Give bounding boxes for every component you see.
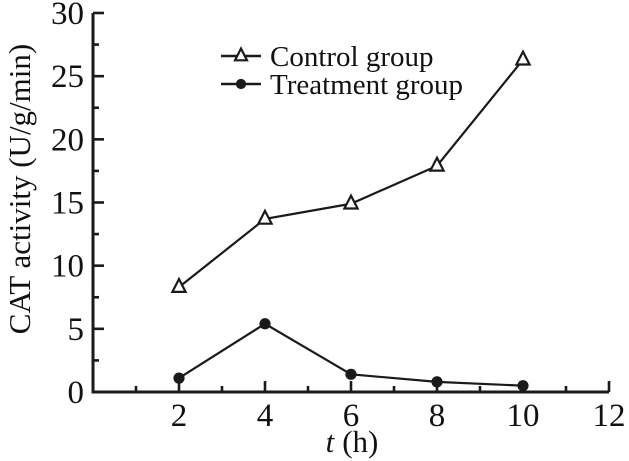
x-tick-label: 6 (343, 398, 360, 434)
series-group (170, 49, 532, 392)
data-point-control-group (256, 208, 274, 225)
x-tick-label: 2 (171, 398, 188, 434)
x-tick-label: 12 (593, 398, 626, 434)
data-point-treatment-group (517, 380, 529, 392)
x-tick-label: 8 (429, 398, 446, 434)
x-tick-label: 4 (257, 398, 274, 434)
y-tick-label: 15 (51, 186, 84, 222)
data-point-control-group (342, 193, 360, 210)
data-point-control-group (428, 155, 446, 172)
y-axis-title: CAT activity (U/g/min) (2, 44, 37, 334)
y-tick-label: 10 (51, 249, 84, 285)
x-axis-title: t (h) (326, 424, 379, 459)
x-axis-unit: (h) (342, 424, 378, 459)
x-tick-label: 10 (507, 398, 540, 434)
y-tick-label: 20 (51, 122, 84, 158)
data-point-treatment-group (173, 372, 185, 384)
legend-item-control-group: Control group (221, 41, 434, 73)
x-axis-variable: t (326, 424, 336, 459)
legend-marker-control-group (233, 46, 249, 62)
data-point-treatment-group (345, 368, 357, 380)
legend-label-treatment-group: Treatment group (270, 69, 463, 101)
y-tick-label: 30 (51, 0, 84, 32)
data-point-control-group (170, 276, 188, 293)
y-tick-label: 25 (51, 59, 84, 95)
data-point-treatment-group (431, 376, 443, 388)
y-tick-label: 5 (68, 312, 85, 348)
data-point-control-group (514, 49, 532, 66)
data-point-treatment-group (259, 318, 271, 330)
y-tick-label: 0 (68, 375, 85, 411)
legend-marker-treatment-group (235, 78, 247, 90)
axes-group: 2 4 6 8 10 12 0 5 10 15 20 25 30 (51, 0, 626, 434)
legend-label-control-group: Control group (270, 41, 434, 73)
legend-item-treatment-group: Treatment group (221, 69, 463, 101)
